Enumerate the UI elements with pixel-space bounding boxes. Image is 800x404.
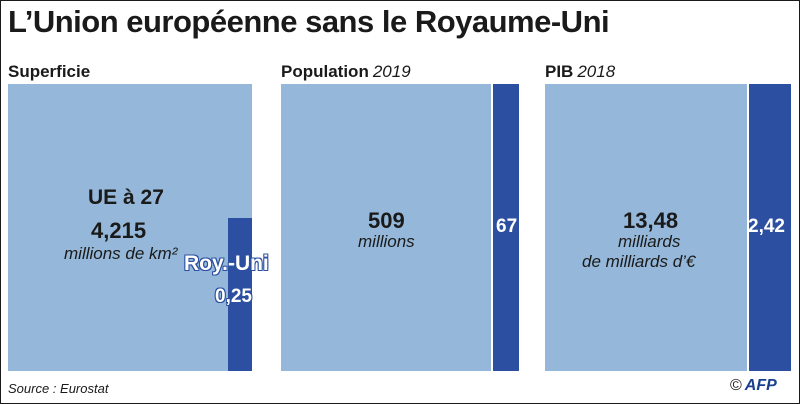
eu-value-pib: 13,48: [623, 208, 679, 233]
eu-label-superficie: UE à 27: [88, 186, 164, 209]
panel-label-year: 2018: [577, 62, 616, 81]
bar-uk-population: [493, 84, 519, 371]
panel-label-year: 2019: [372, 62, 411, 81]
source-note: Source : Eurostat: [8, 381, 109, 396]
uk-label-superficie: Roy.-Uni: [184, 252, 269, 275]
eu-unit-superficie: millions de km²: [64, 244, 178, 263]
eu-unit-pib-line2: de milliards d’€: [582, 252, 696, 271]
afp-logo: AFP: [744, 377, 777, 394]
panel-label-text: PIB: [545, 62, 574, 81]
panel-label-text: Superficie: [8, 62, 91, 81]
bar-uk-superficie: [228, 218, 252, 371]
bar-eu-superficie: [8, 84, 252, 371]
eu-value-population: 509: [368, 208, 405, 233]
panel-label-population: Population 2019: [281, 62, 411, 82]
panel-label-text: Population: [281, 62, 369, 81]
agency-credit: © AFP: [730, 377, 777, 395]
uk-value-population: 67: [496, 216, 518, 237]
chart-title: L’Union européenne sans le Royaume-Uni: [8, 4, 610, 39]
eu-unit-population: millions: [358, 232, 415, 251]
panel-label-superficie: Superficie: [8, 62, 90, 82]
bar-eu-population: [281, 84, 491, 371]
panel-label-pib: PIB 2018: [545, 62, 615, 82]
uk-value-superficie: 0,25: [215, 286, 252, 307]
eu-value-superficie: 4,215: [91, 218, 147, 243]
uk-value-pib: 2,42: [748, 216, 785, 237]
copyright-symbol: ©: [730, 377, 742, 394]
bar-eu-pib: [545, 84, 747, 371]
bar-uk-pib: [749, 84, 791, 371]
eu-unit-pib-line1: milliards: [618, 232, 681, 251]
